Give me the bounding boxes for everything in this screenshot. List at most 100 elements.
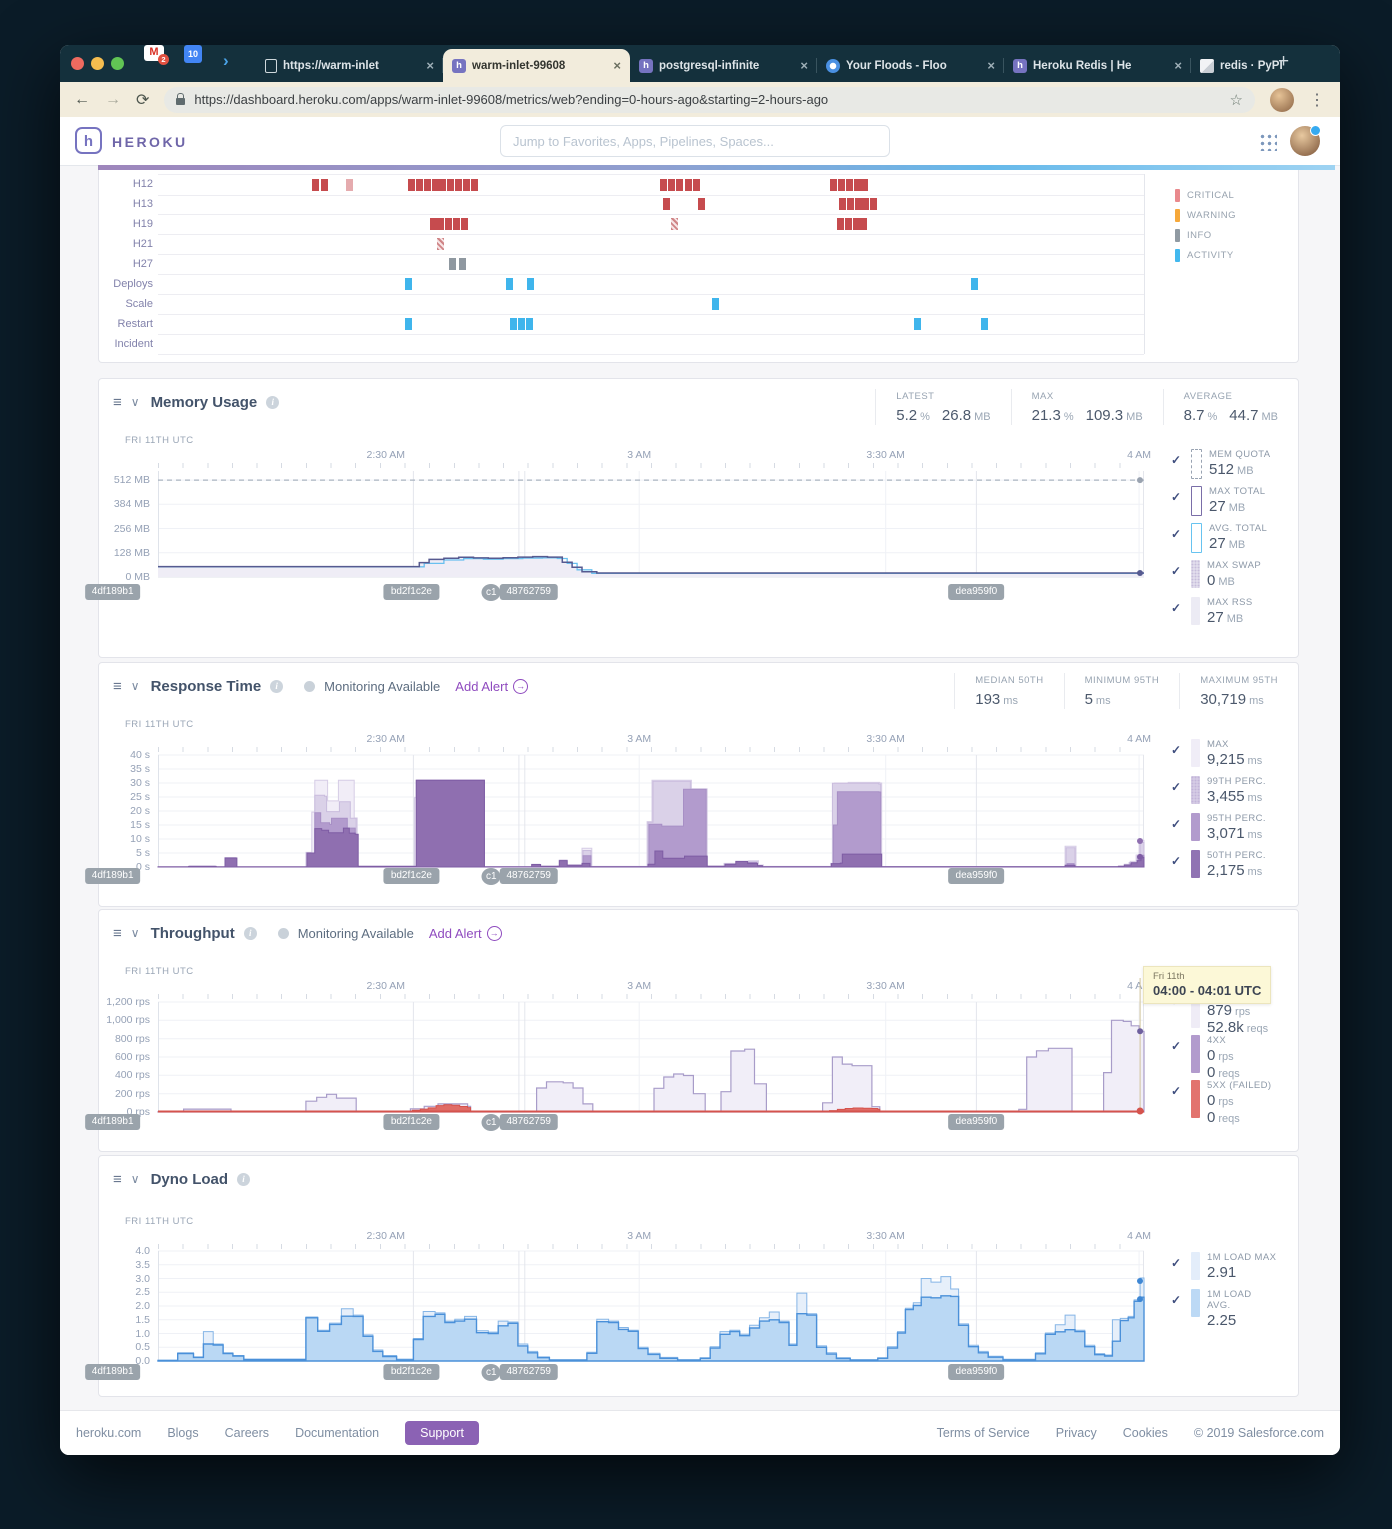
release-pill-4df189b1[interactable]: 4df189b1 [84, 1114, 141, 1130]
drag-handle-icon[interactable]: ≡ [113, 393, 122, 411]
tab-heroku-2[interactable]: h postgresql-infinite × [630, 49, 817, 82]
tab-close-icon[interactable]: × [426, 58, 434, 73]
legend-item-avg-total[interactable]: ✓ AVG. TOTAL 27 MB [1171, 523, 1301, 553]
drag-handle-icon[interactable]: ≡ [113, 1170, 122, 1188]
checkmark-icon[interactable]: ✓ [1171, 1293, 1182, 1307]
legend-item-5xx-failed-[interactable]: ✓ 5XX (FAILED) 0 rps 0 reqs [1171, 1080, 1301, 1127]
tab-close-icon[interactable]: × [613, 58, 621, 73]
event-row-plot[interactable] [158, 274, 1144, 295]
back-button[interactable]: ← [74, 90, 90, 108]
minimize-window-button[interactable] [91, 57, 104, 70]
footer-right-link-1[interactable]: Privacy [1055, 1426, 1097, 1440]
release-pill-48762759[interactable]: 48762759 [499, 1114, 558, 1130]
release-pill-bd2f1c2e[interactable]: bd2f1c2e [383, 1364, 439, 1380]
footer-link-careers[interactable]: Careers [224, 1426, 270, 1440]
chevron-down-icon[interactable]: ∨ [130, 1172, 140, 1186]
release-pill-4df189b1[interactable]: 4df189b1 [84, 1364, 141, 1380]
url-bar[interactable]: https://dashboard.heroku.com/apps/warm-i… [164, 86, 1255, 113]
new-tab-button[interactable]: + [1278, 51, 1290, 72]
event-row-plot[interactable] [158, 334, 1144, 355]
checkmark-icon[interactable]: ✓ [1171, 453, 1182, 467]
release-pill-4df189b1[interactable]: 4df189b1 [84, 584, 141, 600]
legend-item-4xx[interactable]: ✓ 4XX 0 rps 0 reqs [1171, 1035, 1301, 1082]
release-pill-dea959f0[interactable]: dea959f0 [948, 1364, 1005, 1380]
chevron-down-icon[interactable]: ∨ [130, 395, 140, 409]
tab-heroku-1[interactable]: h warm-inlet-99608 × [443, 49, 630, 82]
footer-right-link-2[interactable]: Cookies [1122, 1426, 1168, 1440]
tab-heroku-4[interactable]: h Heroku Redis | He × [1004, 49, 1191, 82]
chart-plot[interactable] [157, 1250, 1145, 1362]
calendar-icon[interactable]: 10 [184, 45, 202, 63]
url-text[interactable]: https://dashboard.heroku.com/apps/warm-i… [194, 92, 829, 107]
info-icon[interactable]: i [266, 395, 280, 409]
release-pill-c1[interactable]: c1 [481, 868, 501, 885]
add-alert-link[interactable]: Add Alert → [455, 678, 529, 694]
legend-item-max-total[interactable]: ✓ MAX TOTAL 27 MB [1171, 486, 1301, 516]
chart-plot[interactable] [157, 978, 1145, 1115]
checkmark-icon[interactable]: ✓ [1171, 601, 1182, 615]
chart-plot[interactable] [157, 754, 1145, 868]
chart-plot[interactable] [158, 471, 1144, 578]
legend-item-1m-load[interactable]: ✓ 1M LOAD AVG. 2.25 [1171, 1289, 1301, 1328]
event-row-plot[interactable] [158, 194, 1144, 215]
event-row-plot[interactable] [158, 234, 1144, 255]
legend-item-max[interactable]: ✓ MAX 9,215 ms [1171, 739, 1301, 769]
release-pill-dea959f0[interactable]: dea959f0 [948, 868, 1005, 884]
release-pill-c1[interactable]: c1 [481, 1114, 501, 1131]
forward-button[interactable]: → [105, 90, 121, 108]
reload-button[interactable]: ⟳ [136, 91, 150, 109]
release-pill-c1[interactable]: c1 [481, 1364, 501, 1381]
legend-item-99th-perc-[interactable]: ✓ 99TH PERC. 3,455 ms [1171, 776, 1301, 806]
browser-menu-icon[interactable]: ⋮ [1309, 91, 1326, 109]
checkmark-icon[interactable]: ✓ [1171, 527, 1182, 541]
checkmark-icon[interactable]: ✓ [1171, 490, 1182, 504]
tab-close-icon[interactable]: × [1174, 58, 1182, 73]
info-icon[interactable]: i [270, 679, 284, 693]
browser-profile-avatar[interactable] [1270, 87, 1294, 112]
tab-pypi-5[interactable]: redis · PyPI× [1191, 49, 1340, 82]
add-alert-link[interactable]: Add Alert → [429, 925, 502, 941]
checkmark-icon[interactable]: ✓ [1171, 743, 1182, 757]
release-pill-48762759[interactable]: 48762759 [499, 584, 558, 600]
footer-link-heroku-com[interactable]: heroku.com [76, 1426, 142, 1440]
release-pill-48762759[interactable]: 48762759 [499, 1364, 558, 1380]
checkmark-icon[interactable]: ✓ [1171, 854, 1182, 868]
legend-item-mem-quota[interactable]: ✓ MEM QUOTA 512 MB [1171, 449, 1301, 479]
release-pill-4df189b1[interactable]: 4df189b1 [84, 868, 141, 884]
release-pill-bd2f1c2e[interactable]: bd2f1c2e [383, 868, 439, 884]
release-pill-c1[interactable]: c1 [481, 584, 501, 601]
close-window-button[interactable] [71, 57, 84, 70]
heroku-wordmark[interactable]: HEROKU [112, 134, 188, 150]
checkmark-icon[interactable]: ✓ [1171, 1256, 1182, 1270]
info-icon[interactable]: i [243, 926, 257, 940]
event-row-plot[interactable] [158, 294, 1144, 315]
release-pill-dea959f0[interactable]: dea959f0 [948, 584, 1005, 600]
legend-item-1m-load-max[interactable]: ✓ 1M LOAD MAX 2.91 [1171, 1252, 1301, 1280]
checkmark-icon[interactable]: ✓ [1171, 817, 1182, 831]
event-row-plot[interactable] [158, 314, 1144, 335]
drag-handle-icon[interactable]: ≡ [113, 924, 122, 942]
legend-item-max-swap[interactable]: ✓ MAX SWAP 0 MB [1171, 560, 1301, 590]
checkmark-icon[interactable]: ✓ [1171, 564, 1182, 578]
event-row-plot[interactable] [158, 214, 1144, 235]
heroku-logo[interactable]: h [75, 127, 102, 154]
footer-link-documentation[interactable]: Documentation [295, 1426, 380, 1440]
release-pill-48762759[interactable]: 48762759 [499, 868, 558, 884]
zoom-window-button[interactable] [111, 57, 124, 70]
tab-close-icon[interactable]: × [800, 58, 808, 73]
jump-to-search-input[interactable] [500, 125, 890, 157]
chevron-down-icon[interactable]: ∨ [130, 679, 140, 693]
release-pill-bd2f1c2e[interactable]: bd2f1c2e [383, 1114, 439, 1130]
chevron-down-icon[interactable]: ∨ [130, 926, 140, 940]
checkmark-icon[interactable]: ✓ [1171, 1084, 1182, 1098]
checkmark-icon[interactable]: ✓ [1171, 1039, 1182, 1053]
info-icon[interactable]: i [237, 1172, 251, 1186]
drag-handle-icon[interactable]: ≡ [113, 677, 122, 695]
support-button[interactable]: Support [405, 1421, 479, 1445]
tab-close-icon[interactable]: × [987, 58, 995, 73]
footer-right-link-3[interactable]: © 2019 Salesforce.com [1193, 1426, 1324, 1440]
event-row-plot[interactable] [158, 174, 1144, 196]
release-pill-dea959f0[interactable]: dea959f0 [948, 1114, 1005, 1130]
flume-icon[interactable]: › [223, 51, 229, 70]
